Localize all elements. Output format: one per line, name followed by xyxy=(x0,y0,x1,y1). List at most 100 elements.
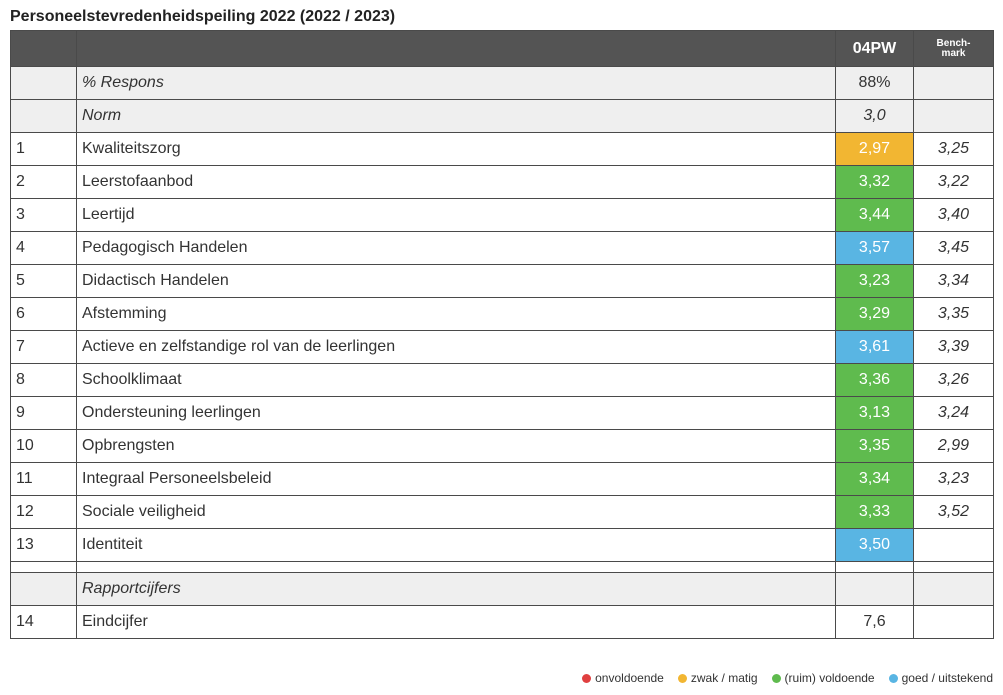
row-score: 3,29 xyxy=(835,297,914,331)
row-benchmark: 3,39 xyxy=(913,330,994,364)
row-label: Didactisch Handelen xyxy=(76,264,836,298)
norm-score: 3,0 xyxy=(835,99,914,133)
row-benchmark: 3,40 xyxy=(913,198,994,232)
row-benchmark: 3,45 xyxy=(913,231,994,265)
legend-label: zwak / matig xyxy=(690,671,758,685)
norm-row: Norm 3,0 xyxy=(10,99,994,133)
row-score: 3,32 xyxy=(835,165,914,199)
table-row: 3 Leertijd 3,44 3,40 xyxy=(10,198,994,232)
row-benchmark: 3,34 xyxy=(913,264,994,298)
row-score: 3,34 xyxy=(835,462,914,496)
dot-icon xyxy=(677,673,687,683)
respons-label: % Respons xyxy=(76,66,836,100)
norm-bench xyxy=(913,99,994,133)
row-number: 4 xyxy=(10,231,77,265)
results-table: 04PW Bench-mark % Respons 88% Norm 3,0 1… xyxy=(10,30,994,639)
spacer-row xyxy=(10,561,994,573)
row-score: 3,35 xyxy=(835,429,914,463)
legend-item: (ruim) voldoende xyxy=(771,671,875,685)
row-label: Afstemming xyxy=(76,297,836,331)
rapport-score xyxy=(835,572,914,606)
table-row: 9 Ondersteuning leerlingen 3,13 3,24 xyxy=(10,396,994,430)
row-number: 8 xyxy=(10,363,77,397)
header-num xyxy=(10,30,77,67)
row-label: Kwaliteitszorg xyxy=(76,132,836,166)
row-number: 7 xyxy=(10,330,77,364)
row-number: 3 xyxy=(10,198,77,232)
row-score: 3,50 xyxy=(835,528,914,562)
row-benchmark: 3,52 xyxy=(913,495,994,529)
row-score: 3,23 xyxy=(835,264,914,298)
page-title: Personeelstevredenheidspeiling 2022 (202… xyxy=(10,8,396,25)
eindcijfer-label: Eindcijfer xyxy=(76,605,836,639)
rapport-bench xyxy=(913,572,994,606)
eindcijfer-score: 7,6 xyxy=(835,605,914,639)
legend-label: (ruim) voldoende xyxy=(784,671,875,685)
header-label xyxy=(76,30,836,67)
row-benchmark xyxy=(913,528,994,562)
eindcijfer-row: 14 Eindcijfer 7,6 xyxy=(10,605,994,639)
table-row: 6 Afstemming 3,29 3,35 xyxy=(10,297,994,331)
table-row: 12 Sociale veiligheid 3,33 3,52 xyxy=(10,495,994,529)
row-number: 13 xyxy=(10,528,77,562)
row-number: 5 xyxy=(10,264,77,298)
row-benchmark: 3,22 xyxy=(913,165,994,199)
row-benchmark: 3,25 xyxy=(913,132,994,166)
table-row: 5 Didactisch Handelen 3,23 3,34 xyxy=(10,264,994,298)
row-number: 12 xyxy=(10,495,77,529)
table-row: 11 Integraal Personeelsbeleid 3,34 3,23 xyxy=(10,462,994,496)
row-label: Integraal Personeelsbeleid xyxy=(76,462,836,496)
row-benchmark: 3,35 xyxy=(913,297,994,331)
row-benchmark: 3,24 xyxy=(913,396,994,430)
row-label: Leerstofaanbod xyxy=(76,165,836,199)
row-number: 1 xyxy=(10,132,77,166)
legend-item: zwak / matig xyxy=(677,671,758,685)
norm-num xyxy=(10,99,77,133)
legend-item: onvoldoende xyxy=(582,671,664,685)
dot-icon xyxy=(771,673,781,683)
row-benchmark: 3,26 xyxy=(913,363,994,397)
row-label: Identiteit xyxy=(76,528,836,562)
legend-label: onvoldoende xyxy=(595,671,664,685)
respons-score: 88% xyxy=(835,66,914,100)
row-number: 10 xyxy=(10,429,77,463)
header-score: 04PW xyxy=(835,30,914,67)
row-label: Pedagogisch Handelen xyxy=(76,231,836,265)
legend-label: goed / uitstekend xyxy=(901,671,993,685)
norm-label: Norm xyxy=(76,99,836,133)
row-label: Ondersteuning leerlingen xyxy=(76,396,836,430)
respons-num xyxy=(10,66,77,100)
row-label: Leertijd xyxy=(76,198,836,232)
row-benchmark: 2,99 xyxy=(913,429,994,463)
table-row: 4 Pedagogisch Handelen 3,57 3,45 xyxy=(10,231,994,265)
rapport-label: Rapportcijfers xyxy=(76,572,836,606)
row-score: 3,57 xyxy=(835,231,914,265)
row-score: 3,33 xyxy=(835,495,914,529)
table-row: 1 Kwaliteitszorg 2,97 3,25 xyxy=(10,132,994,166)
row-score: 2,97 xyxy=(835,132,914,166)
legend: onvoldoende zwak / matig (ruim) voldoende g… xyxy=(582,671,993,685)
row-number: 11 xyxy=(10,462,77,496)
table-row: 2 Leerstofaanbod 3,32 3,22 xyxy=(10,165,994,199)
table-header-row: 04PW Bench-mark xyxy=(10,30,994,67)
rapportcijfers-row: Rapportcijfers xyxy=(10,572,994,606)
row-number: 6 xyxy=(10,297,77,331)
row-score: 3,13 xyxy=(835,396,914,430)
header-benchmark: Bench-mark xyxy=(913,30,994,67)
table-row: 10 Opbrengsten 3,35 2,99 xyxy=(10,429,994,463)
row-benchmark: 3,23 xyxy=(913,462,994,496)
table-row: 7 Actieve en zelfstandige rol van de leer… xyxy=(10,330,994,364)
table-row: 13 Identiteit 3,50 xyxy=(10,528,994,562)
rapport-num xyxy=(10,572,77,606)
row-score: 3,61 xyxy=(835,330,914,364)
legend-item: goed / uitstekend xyxy=(888,671,993,685)
eindcijfer-bench xyxy=(913,605,994,639)
row-label: Schoolklimaat xyxy=(76,363,836,397)
row-label: Actieve en zelfstandige rol van de leerl… xyxy=(76,330,836,364)
row-label: Opbrengsten xyxy=(76,429,836,463)
respons-bench xyxy=(913,66,994,100)
row-number: 2 xyxy=(10,165,77,199)
respons-row: % Respons 88% xyxy=(10,66,994,100)
dot-icon xyxy=(582,673,592,683)
row-score: 3,36 xyxy=(835,363,914,397)
